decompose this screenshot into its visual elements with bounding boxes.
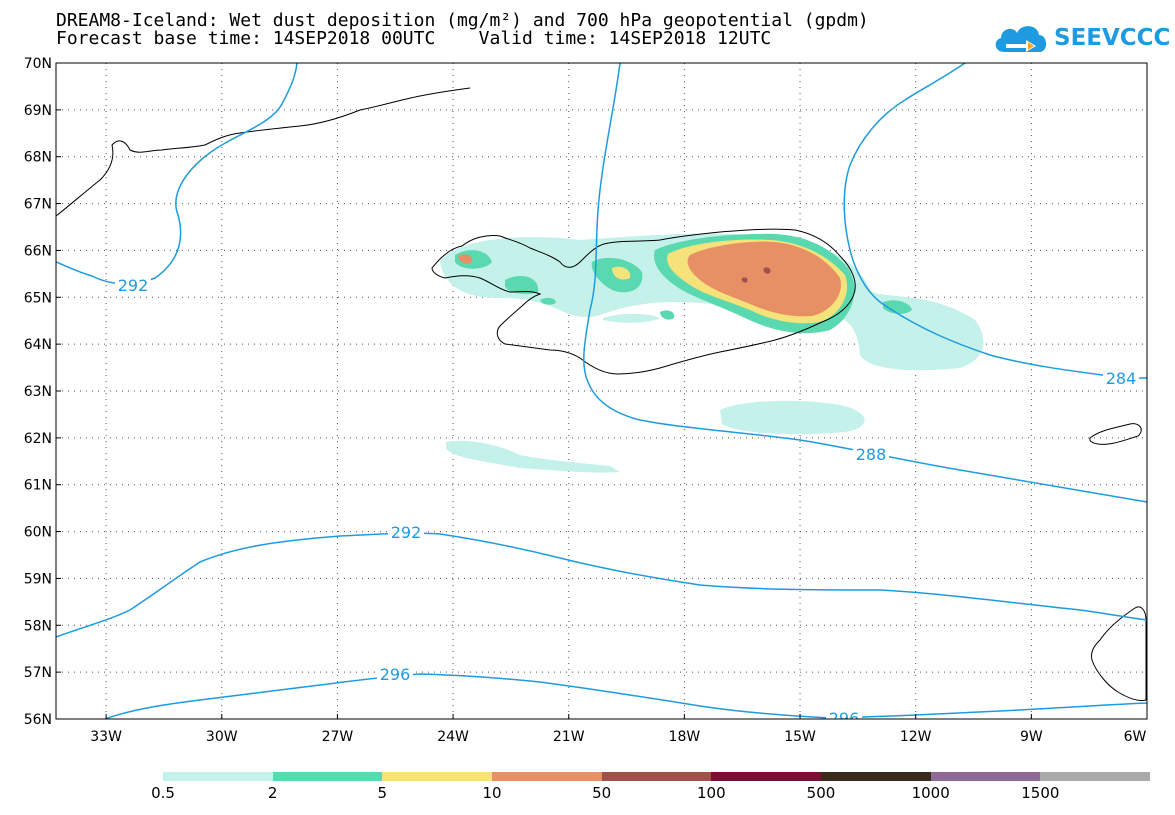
colorbar-label: 1000 <box>911 784 950 802</box>
latitude-tick-label: 65N <box>24 290 52 306</box>
latitude-tick-label: 63N <box>24 384 52 400</box>
latitude-tick-label: 64N <box>24 337 52 353</box>
colorbar-label: 500 <box>806 784 836 802</box>
colorbar-swatch <box>163 772 274 781</box>
seevccc-logo: SEEVCCC <box>992 18 1170 58</box>
longitude-tick-label: 30W <box>206 729 238 745</box>
latitude-tick-label: 56N <box>24 712 52 728</box>
colorbar-swatch <box>821 772 932 781</box>
longitude-tick-label: 21W <box>553 729 585 745</box>
coastline-scotland <box>1091 606 1147 701</box>
latitude-tick-label: 57N <box>24 665 52 681</box>
contour-296 <box>104 673 1147 719</box>
latitude-tick-label: 60N <box>24 525 52 541</box>
coastlines <box>56 87 1147 701</box>
colorbar-label: 1500 <box>1021 784 1060 802</box>
colorbar-swatch <box>930 772 1041 781</box>
colorbar-swatch <box>711 772 822 781</box>
colorbar-swatch <box>1040 772 1151 781</box>
deposition-area-green <box>540 297 556 305</box>
latitude-tick-label: 62N <box>24 431 52 447</box>
deposition-area-light <box>603 313 660 323</box>
colorbar-swatch <box>492 772 603 781</box>
colorbar-swatch <box>272 772 383 781</box>
contour-label: 292 <box>118 276 149 295</box>
deposition-area-light <box>720 400 865 435</box>
coastline-faroe <box>1089 423 1142 445</box>
colorbar-label: 5 <box>377 784 388 802</box>
logo-text: SEEVCCC <box>1054 25 1171 51</box>
contour-label: 292 <box>391 523 422 542</box>
colorbar-label: 10 <box>482 784 502 802</box>
graticule <box>56 63 1147 719</box>
coastline-greenland <box>56 87 471 217</box>
longitude-tick-label: 24W <box>437 729 469 745</box>
latitude-tick-label: 69N <box>24 103 52 119</box>
deposition-area-orange <box>687 241 841 317</box>
cloud-logo-icon <box>995 26 1047 52</box>
contour-label: 296 <box>829 709 860 728</box>
deposition-area-darkred <box>763 267 771 274</box>
contour-292-north <box>56 63 298 285</box>
latitude-tick-label: 70N <box>24 56 52 72</box>
forecast-map: 292 284 288 292 296 296 70N 69N 68N 67N 66N 6… <box>24 56 1148 745</box>
latitude-tick-label: 67N <box>24 197 52 213</box>
longitude-tick-label: 15W <box>784 729 816 745</box>
contour-288 <box>583 63 1147 503</box>
colorbar-label: 0.5 <box>151 784 175 802</box>
latitude-tick-label: 66N <box>24 243 52 259</box>
longitude-tick-label: 33W <box>90 729 122 745</box>
map-frame-background <box>56 63 1147 719</box>
colorbar-swatch <box>382 772 493 781</box>
contour-labels: 292 284 288 292 296 296 <box>115 276 1139 728</box>
contour-label: 284 <box>1106 369 1137 388</box>
geopotential-contours <box>56 63 1147 719</box>
deposition-area-orange <box>458 254 473 264</box>
dust-deposition-field <box>440 233 984 473</box>
longitude-tick-label: 12W <box>900 729 932 745</box>
deposition-area-light <box>446 440 620 473</box>
deposition-area-yellow <box>612 266 631 280</box>
longitude-tick-label: 6W <box>1124 729 1147 745</box>
colorbar-label: 2 <box>267 784 278 802</box>
deposition-area-green <box>505 276 539 294</box>
coastline-iceland <box>431 228 856 375</box>
contour-label: 296 <box>380 665 411 684</box>
contour-label: 288 <box>856 445 887 464</box>
map-title-line2: Forecast base time: 14SEP2018 00UTC Vali… <box>56 28 772 49</box>
axis-ticks: 70N 69N 68N 67N 66N 65N 64N 63N 62N 61N 60N 59N 58N 5… <box>24 56 1148 745</box>
longitude-tick-label: 9W <box>1020 729 1043 745</box>
contour-284 <box>843 63 1147 379</box>
latitude-tick-label: 59N <box>24 571 52 587</box>
contour-292-south <box>56 532 1147 638</box>
deposition-area-darkred <box>741 277 748 283</box>
deposition-area-green <box>883 300 912 314</box>
longitude-tick-label: 18W <box>669 729 701 745</box>
longitude-tick-label: 27W <box>322 729 354 745</box>
map-title-line1: DREAM8-Iceland: Wet dust deposition (mg/… <box>56 10 869 31</box>
latitude-tick-label: 58N <box>24 618 52 634</box>
colorbar-label: 50 <box>592 784 612 802</box>
latitude-tick-label: 61N <box>24 478 52 494</box>
colorbar-swatch <box>601 772 712 781</box>
colorbar-label: 100 <box>697 784 726 802</box>
deposition-area-green <box>660 310 675 320</box>
latitude-tick-label: 68N <box>24 150 52 166</box>
